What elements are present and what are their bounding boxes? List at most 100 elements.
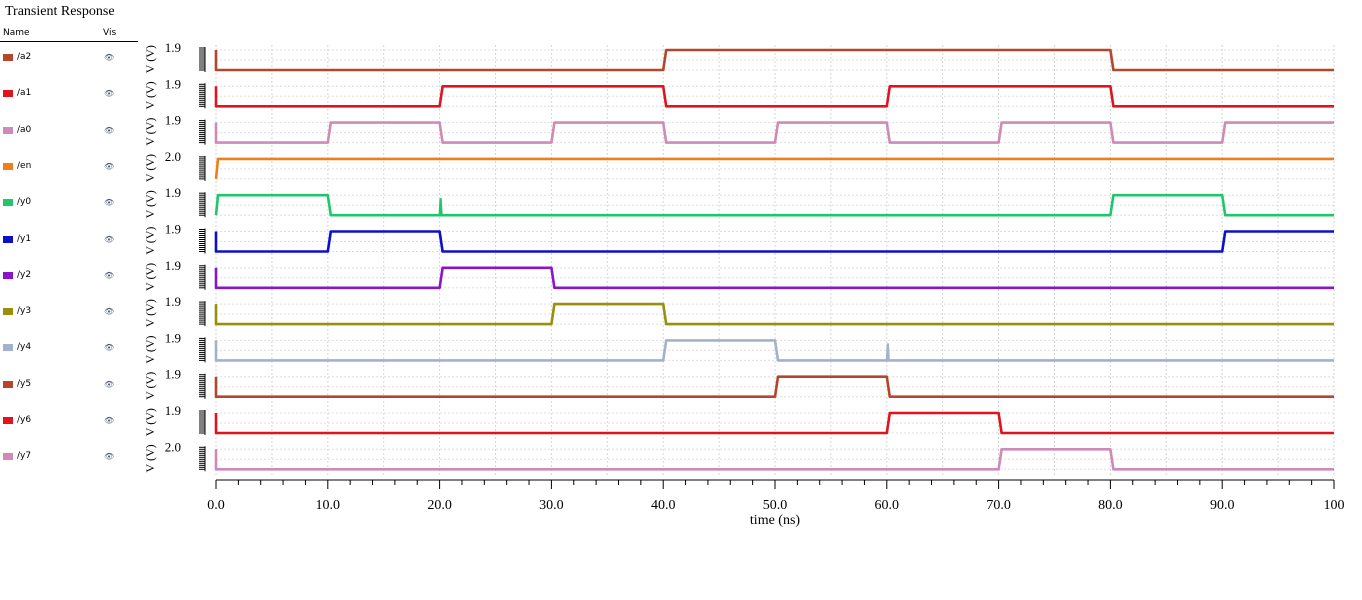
x-tick-label: 0.0 xyxy=(207,498,225,513)
waveform-strip: 1.9 xyxy=(165,40,1334,72)
x-tick-label: 10.0 xyxy=(316,498,341,513)
strip-y-axis xyxy=(199,410,206,435)
signal-name: /y0 xyxy=(17,197,32,208)
eye-icon[interactable]: 👁 xyxy=(104,89,115,99)
signal-row[interactable]: /y5 👁 xyxy=(0,379,138,393)
y-axis-unit-label: V (V) xyxy=(143,154,157,182)
signal-color-swatch xyxy=(3,90,13,98)
signal-name: /y3 xyxy=(17,306,32,317)
y-tick-label: 2.0 xyxy=(165,149,181,164)
signal-color-swatch xyxy=(3,235,13,243)
y-tick-label: 1.9 xyxy=(165,40,181,55)
strip-y-axis xyxy=(199,337,206,363)
waveform-strip: 1.9 xyxy=(165,330,1334,363)
strip-y-axis xyxy=(199,83,206,109)
waveform-strip: 2.0 xyxy=(165,149,1334,181)
signal-row[interactable]: /a1 👁 xyxy=(0,88,138,102)
eye-icon[interactable]: 👁 xyxy=(104,416,115,425)
waveform-trace xyxy=(214,230,1334,253)
vis-column-header[interactable]: Vis xyxy=(103,28,117,38)
signal-name: /a2 xyxy=(17,52,32,62)
eye-icon[interactable]: 👁 xyxy=(104,307,115,317)
y-axis-unit-label: V (V) xyxy=(143,118,157,146)
signal-name: /y7 xyxy=(17,451,32,462)
waveform-trace xyxy=(214,375,1334,398)
signal-color-swatch xyxy=(3,417,13,424)
signal-name: /en xyxy=(17,160,32,171)
strip-y-axis xyxy=(199,119,206,145)
signal-color-swatch xyxy=(3,162,13,170)
name-column-header[interactable]: Name xyxy=(3,28,30,38)
x-tick-label: 50.0 xyxy=(763,498,788,513)
signal-row[interactable]: /y3 👁 xyxy=(0,306,138,320)
eye-icon[interactable]: 👁 xyxy=(104,270,115,280)
waveform-trace xyxy=(214,411,1334,435)
signal-color-swatch xyxy=(3,199,13,207)
signal-row[interactable]: /y7 👁 xyxy=(0,451,138,465)
eye-icon[interactable]: 👁 xyxy=(104,198,115,208)
grid-lines xyxy=(215,45,1335,476)
y-unit-labels: V (V) V (V) V (V) V (V) V (V) V (V) V (V) V (V)… xyxy=(143,45,157,472)
waveform-strip: 1.9 xyxy=(165,76,1334,109)
signal-row[interactable]: /y6 👁 xyxy=(0,415,138,429)
signal-name: /y4 xyxy=(17,342,32,353)
waveform-strip: 1.9 xyxy=(165,403,1334,435)
eye-icon[interactable]: 👁 xyxy=(104,234,115,244)
strip-y-axis xyxy=(199,301,206,327)
x-tick-label: 60.0 xyxy=(875,498,900,513)
y-axis-unit-label: V (V) xyxy=(143,263,157,291)
signal-color-swatch xyxy=(3,308,13,316)
y-tick-label: 1.9 xyxy=(165,330,181,345)
y-axis-unit-label: V (V) xyxy=(143,227,157,255)
waveform-trace xyxy=(214,302,1334,326)
waveform-trace xyxy=(214,85,1334,108)
eye-icon[interactable]: 👁 xyxy=(104,343,115,353)
eye-icon[interactable]: 👁 xyxy=(104,379,115,389)
y-tick-label: 1.9 xyxy=(165,258,181,273)
eye-icon[interactable]: 👁 xyxy=(104,452,115,462)
eye-icon[interactable]: 👁 xyxy=(104,125,115,135)
signal-color-swatch xyxy=(3,453,13,461)
signal-row[interactable]: /y1 👁 xyxy=(0,234,138,248)
waveform-strip: 1.9 xyxy=(165,113,1334,145)
eye-icon[interactable]: 👁 xyxy=(104,161,115,171)
y-axis-unit-label: V (V) xyxy=(143,190,157,218)
eye-icon[interactable]: 👁 xyxy=(104,53,115,62)
signal-color-swatch xyxy=(3,271,13,279)
x-tick-label: 70.0 xyxy=(986,498,1011,513)
waveform-trace xyxy=(214,339,1334,362)
y-tick-label: 1.9 xyxy=(165,185,181,200)
strip-y-axis xyxy=(199,373,206,399)
y-tick-label: 1.9 xyxy=(165,294,181,309)
y-tick-label: 1.9 xyxy=(165,76,181,91)
x-tick-label: 30.0 xyxy=(539,498,564,513)
signal-name: /y1 xyxy=(17,233,32,244)
signal-row[interactable]: /a0 👁 xyxy=(0,125,138,139)
signal-color-swatch xyxy=(3,344,13,352)
y-tick-label: 1.9 xyxy=(165,222,181,237)
waveform-strip: 1.9 xyxy=(165,294,1334,327)
signal-row[interactable]: /y4 👁 xyxy=(0,342,138,356)
y-axis-unit-label: V (V) xyxy=(143,408,157,436)
glitch-spike xyxy=(438,198,443,216)
x-axis-label: time (ns) xyxy=(750,513,800,528)
strip-y-axis xyxy=(199,155,206,181)
waveform-strip: 1.9 xyxy=(165,258,1334,290)
waveform-strip: 1.9 xyxy=(165,222,1334,254)
panel-title: Transient Response xyxy=(5,4,115,19)
waveform-trace xyxy=(214,121,1334,144)
y-axis-unit-label: V (V) xyxy=(143,45,157,73)
signal-row[interactable]: /a2 👁 xyxy=(0,52,138,66)
x-tick-label: 100 xyxy=(1324,498,1345,513)
signal-color-swatch xyxy=(3,380,13,388)
x-tick-label: 90.0 xyxy=(1210,498,1235,513)
signal-row[interactable]: /y2 👁 xyxy=(0,270,138,284)
strip-y-axis xyxy=(199,264,206,290)
signal-row[interactable]: /y0 👁 xyxy=(0,197,138,211)
y-axis-unit-label: V (V) xyxy=(143,299,157,327)
signal-browser-panel: Transient Response Name Vis /a2 👁 /a1 👁 /a0 👁… xyxy=(0,0,140,480)
signal-row[interactable]: /en 👁 xyxy=(0,161,138,175)
y-axis-unit-label: V (V) xyxy=(143,81,157,109)
waveform-trace xyxy=(214,193,1334,217)
